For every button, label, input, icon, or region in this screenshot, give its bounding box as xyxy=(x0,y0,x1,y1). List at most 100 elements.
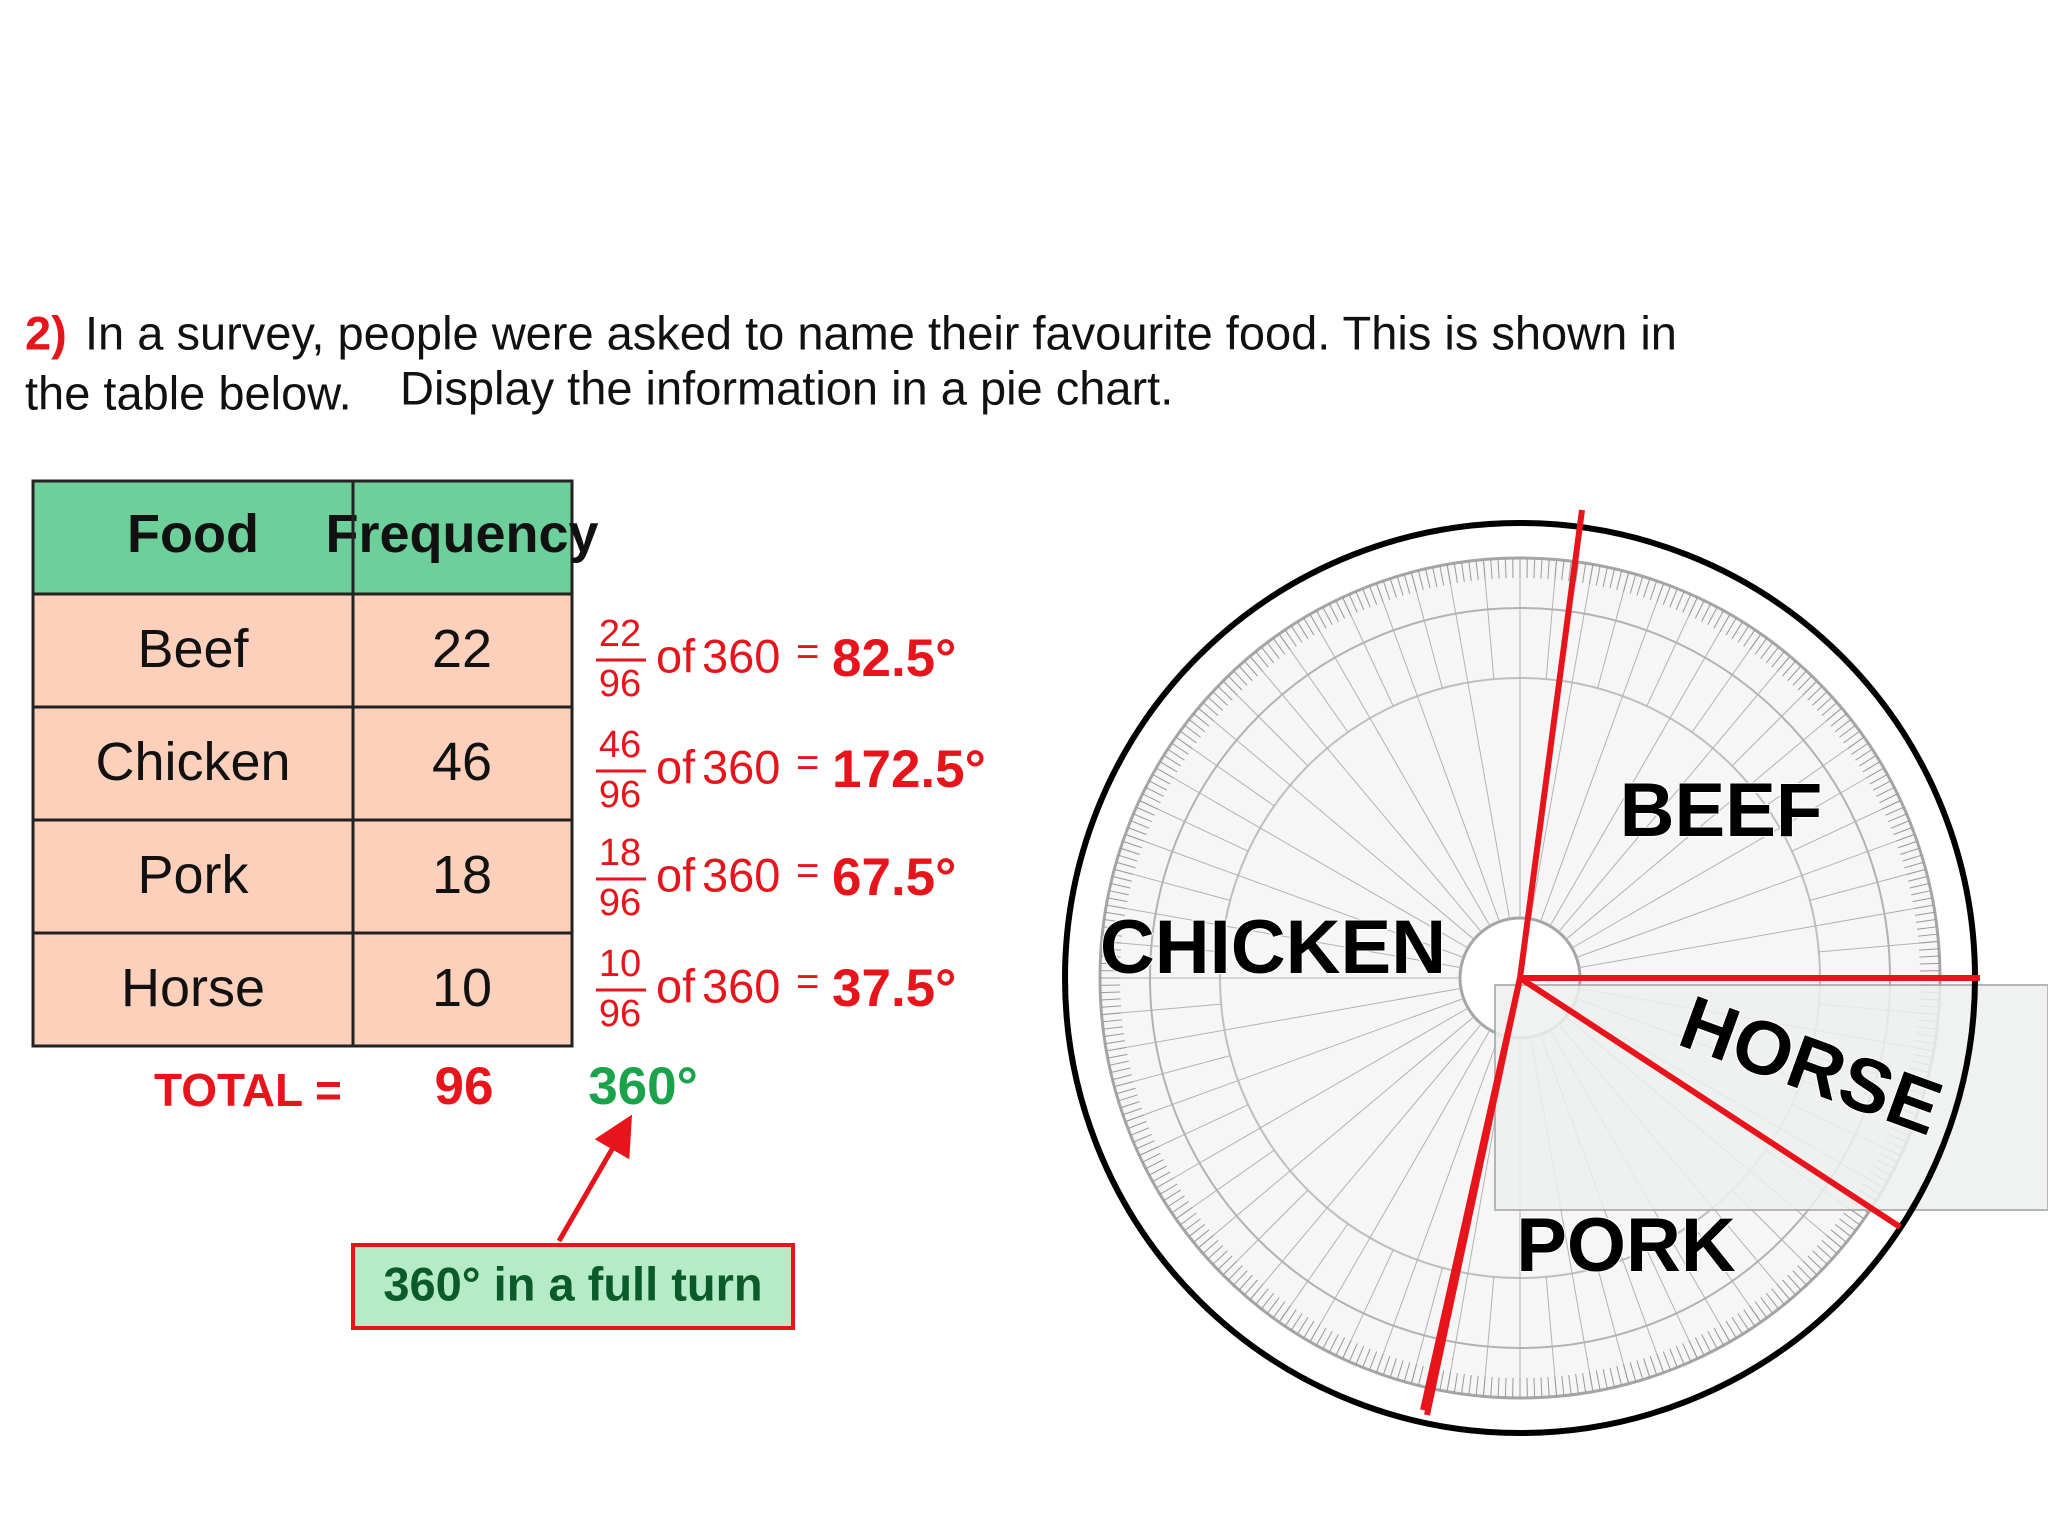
protractor-tick xyxy=(1342,1340,1352,1359)
protractor-tick xyxy=(1148,780,1168,791)
protractor-tick xyxy=(1913,904,1934,910)
protractor-tick xyxy=(1898,840,1918,849)
protractor-tick xyxy=(1179,1212,1197,1226)
protractor-tick xyxy=(1348,594,1358,613)
table-cell: Horse xyxy=(121,958,265,1018)
protractor-tick xyxy=(1616,570,1623,591)
pie-label: CHICKEN xyxy=(1100,905,1446,990)
protractor-tick xyxy=(1100,998,1121,1001)
protractor-tick xyxy=(1694,1337,1705,1356)
protractor-tick xyxy=(1749,1305,1762,1323)
protractor-tick xyxy=(1719,614,1731,632)
result: 37.5° xyxy=(832,959,956,1018)
protractor-tick xyxy=(1609,1367,1615,1388)
protractor-tick xyxy=(1782,1279,1796,1296)
protractor-tick xyxy=(1468,1374,1472,1395)
protractor-tick xyxy=(1475,560,1479,581)
protractor-tick xyxy=(1272,1301,1286,1319)
protractor-tick xyxy=(1749,633,1762,651)
protractor-tick xyxy=(1432,567,1438,587)
protractor-tick xyxy=(1309,614,1491,927)
protractor-tick xyxy=(1101,1012,1122,1016)
protractor-tick xyxy=(1737,1313,1750,1331)
protractor-tick xyxy=(1122,1107,1142,1116)
protractor-tick xyxy=(1249,655,1482,933)
protractor-tick xyxy=(1707,606,1718,626)
protractor-tick xyxy=(1114,868,1134,875)
protractor-tick xyxy=(1787,665,1802,682)
protractor-tick xyxy=(1490,558,1493,580)
protractor-tick xyxy=(1109,890,1129,896)
table-row xyxy=(31,818,574,935)
protractor-tick xyxy=(1217,685,1233,701)
protractor-tick xyxy=(1776,655,1791,672)
protractor-tick xyxy=(1244,660,1258,677)
protractor-tick xyxy=(1707,1330,1718,1350)
protractor-tick xyxy=(1816,696,1833,711)
protractor-tick xyxy=(1100,955,1121,958)
protractor-tick xyxy=(1504,1377,1507,1398)
equals: = xyxy=(796,960,819,1004)
protractor-tick xyxy=(1872,780,1892,791)
protractor-tick xyxy=(1649,580,1658,600)
protractor-tick xyxy=(1797,675,1813,691)
protractor-tick xyxy=(1914,911,1935,916)
question-text: Display the information in a pie chart. xyxy=(400,361,1173,414)
protractor-tick xyxy=(1335,600,1346,619)
table-cell: 46 xyxy=(432,732,492,792)
protractor-tick xyxy=(1342,597,1352,616)
table-row xyxy=(31,705,574,822)
protractor-tick xyxy=(1105,911,1126,916)
protractor-tick xyxy=(1490,1376,1493,1398)
protractor-tick xyxy=(1202,1240,1219,1254)
protractor-tick xyxy=(1565,707,1843,940)
operation: of xyxy=(656,848,696,901)
protractor-tick xyxy=(1579,904,1934,969)
protractor-tick xyxy=(1582,563,1587,584)
protractor-tick xyxy=(1765,646,1779,664)
protractor-tick xyxy=(1533,558,1536,579)
protractor-tick xyxy=(1105,1040,1126,1045)
protractor-tick xyxy=(1807,685,1823,701)
protractor-tick xyxy=(1109,1060,1129,1066)
protractor-tick xyxy=(1662,1351,1671,1371)
protractor-tick xyxy=(1107,1053,1128,1059)
protractor-tick xyxy=(1130,1127,1150,1136)
protractor-tick xyxy=(1812,1250,1828,1265)
protractor-tick xyxy=(1582,1372,1587,1393)
table-cell: Pork xyxy=(137,845,249,905)
protractor-tick xyxy=(1662,585,1671,605)
protractor-tick xyxy=(1682,594,1692,613)
protractor-tick xyxy=(1100,991,1121,994)
protractor-tick xyxy=(1118,854,1138,862)
protractor-tick xyxy=(1461,1374,1465,1394)
protractor-tick xyxy=(1911,890,1931,896)
protractor-tick xyxy=(1595,565,1601,586)
protractor-tick xyxy=(1355,1346,1365,1365)
protractor-tick xyxy=(1197,707,1475,940)
result: 82.5° xyxy=(832,629,956,688)
protractor-tick xyxy=(1468,561,1472,582)
protractor-tick xyxy=(1669,1348,1678,1368)
protractor-tick xyxy=(1776,1284,1791,1301)
protractor-tick xyxy=(1787,1274,1802,1291)
denominator: 96 xyxy=(599,993,641,1035)
protractor-tick xyxy=(1890,820,1910,829)
protractor-tick xyxy=(1656,583,1665,603)
protractor-tick xyxy=(1175,736,1193,749)
protractor-tick xyxy=(1227,675,1243,691)
protractor-tick xyxy=(1482,559,1486,580)
protractor-tick xyxy=(1315,1327,1327,1346)
protractor-tick xyxy=(1179,730,1197,744)
protractor-tick xyxy=(1156,767,1469,949)
protractor-tick xyxy=(1575,1374,1579,1394)
protractor-tick xyxy=(1765,1292,1779,1310)
protractor-tick xyxy=(1792,670,1807,686)
protractor-tick xyxy=(1918,948,1940,951)
protractor-tick xyxy=(1362,1348,1371,1368)
protractor-tick xyxy=(1375,583,1384,603)
protractor-tick xyxy=(1145,1159,1164,1170)
protractor-tick xyxy=(1855,748,1873,761)
protractor-tick xyxy=(1278,633,1291,651)
